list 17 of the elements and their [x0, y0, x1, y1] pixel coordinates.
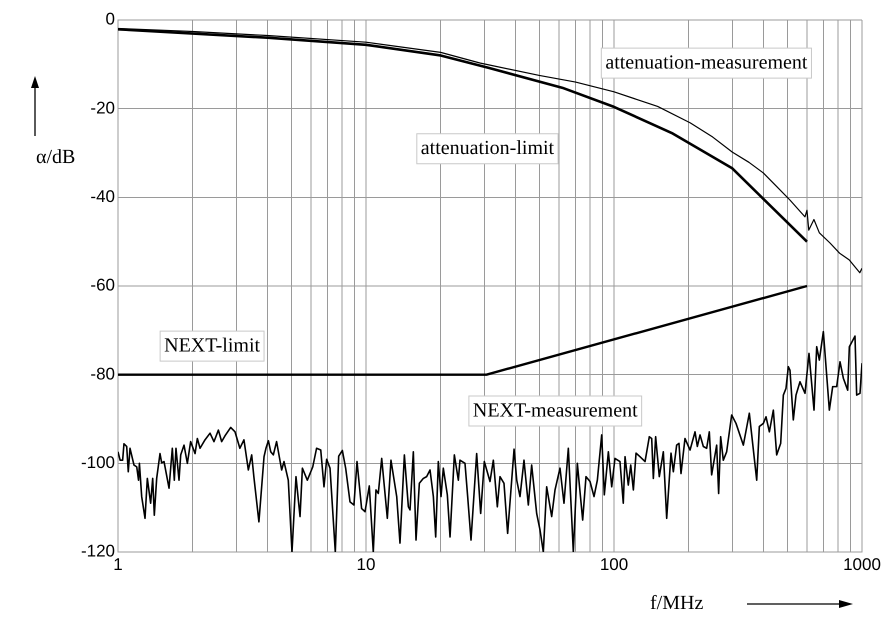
- series-label: NEXT-limit: [164, 334, 260, 356]
- x-tick-label: 10: [356, 554, 376, 574]
- y-axis-title: α/dB: [36, 146, 76, 169]
- y-tick-label: -120: [80, 542, 115, 561]
- y-tick-label: 0: [106, 10, 115, 29]
- y-tick-label: -60: [90, 276, 115, 295]
- x-tick-label: 100: [600, 554, 628, 574]
- y-tick-label: -80: [90, 364, 115, 384]
- x-tick-label: 1000: [843, 554, 881, 574]
- x-axis-title: f/MHz: [650, 592, 704, 615]
- series-label: attenuation-measurement: [605, 51, 808, 74]
- y-tick-label: -100: [80, 453, 115, 472]
- text: attenuation-limit: [420, 136, 555, 159]
- x-tick-label: 1: [113, 554, 123, 574]
- series-label: NEXT-measurement: [472, 399, 638, 422]
- y-tick-label: -20: [90, 98, 115, 118]
- y-tick-label: -40: [90, 187, 115, 206]
